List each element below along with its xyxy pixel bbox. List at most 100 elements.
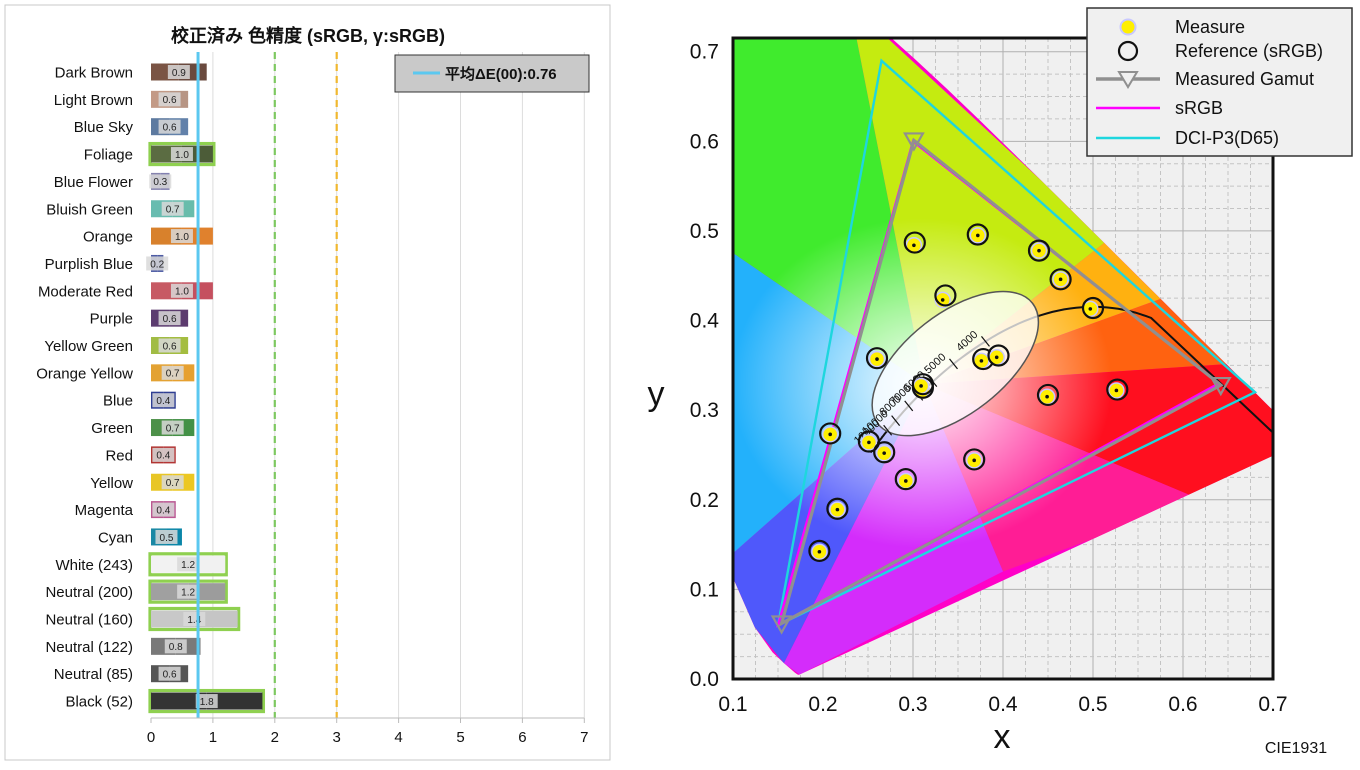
bar-row-label: Orange xyxy=(83,229,133,246)
bar-row-label: Cyan xyxy=(98,529,133,546)
bar-legend: 平均ΔE(00):0.76 xyxy=(394,54,590,93)
cie-x-tick-label: 0.5 xyxy=(1078,693,1107,716)
cie-x-tick-label: 0.7 xyxy=(1258,693,1287,716)
reference-point xyxy=(1106,378,1129,401)
cie-legend-label: sRGB xyxy=(1175,98,1223,118)
cie-axes: 0.1 0.2 0.3 0.4 0.5 0.6 0.70.00.10.20.30.40.50… xyxy=(690,41,1288,716)
measure-center-dot xyxy=(875,357,879,361)
cie-x-tick-label: 0.4 xyxy=(988,693,1018,716)
bar-chart-frame xyxy=(4,4,611,761)
bar-value-label: 0.2 xyxy=(150,259,164,270)
bar-row-label: Purple xyxy=(90,311,133,328)
measure-center-dot xyxy=(835,507,840,512)
measure-center-dot xyxy=(1037,248,1041,253)
cie-y-tick-label: 0.5 xyxy=(690,220,719,243)
measure-center-dot xyxy=(867,440,871,445)
bar-value-box xyxy=(195,694,218,709)
bar-group: Dark Brown 0.9 Light Brown 0.6 Blue Sky 0.6 Fo… xyxy=(36,63,266,714)
cie-diagram: 400050006000700080001000012000 0.10.20.3… xyxy=(648,7,1353,757)
bar-segment-reference xyxy=(151,692,207,710)
bar-segment-measured xyxy=(206,692,263,710)
bar-row-label: Orange Yellow xyxy=(36,365,133,382)
measure-center-dot xyxy=(1114,388,1119,393)
bar-value-label: 1.2 xyxy=(181,587,195,598)
reference-point xyxy=(873,441,896,464)
bar-value-box xyxy=(177,557,200,572)
measure-center-dot xyxy=(1058,277,1063,282)
cie-y-tick-label: 0.7 xyxy=(690,41,719,64)
cct-tick xyxy=(981,336,990,347)
cie-y-tick-label: 0.4 xyxy=(690,310,720,333)
reference-point xyxy=(857,430,881,453)
bar-value-box xyxy=(152,393,175,408)
bar-value-box xyxy=(170,147,193,162)
bar-value-box xyxy=(158,92,181,107)
gamut-vertex-marker xyxy=(903,132,925,152)
bar-value-label: 0.7 xyxy=(166,478,180,489)
bar-x-tick-label: 1 xyxy=(209,729,217,746)
gamut-vertex-marker xyxy=(1209,376,1232,397)
reference-point xyxy=(966,223,989,246)
bar-value-box xyxy=(161,420,184,435)
bar-value-label: 0.4 xyxy=(156,396,170,407)
bar-value-box xyxy=(158,119,181,134)
bar-value-box xyxy=(152,502,175,517)
bar-row-label: Dark Brown xyxy=(55,65,133,82)
bar-value-box xyxy=(183,612,206,626)
cct-tick xyxy=(949,358,958,370)
cie-plot-border xyxy=(731,36,1275,681)
bar-row-label: Neutral (200) xyxy=(45,584,133,601)
cie-x-axis-label: x xyxy=(994,718,1011,756)
bar-value-box xyxy=(155,529,178,544)
cie-legend-label: DCI-P3(D65) xyxy=(1175,128,1279,148)
reference-point xyxy=(987,344,1010,367)
bar-row-label: Yellow Green xyxy=(44,338,133,355)
cie-y-tick-label: 0.6 xyxy=(690,130,719,153)
measure-center-dot xyxy=(979,359,984,363)
bar-value-label: 1.0 xyxy=(175,150,189,161)
cie-legend-label: Reference (sRGB) xyxy=(1175,41,1323,61)
bar-value-label: 1.2 xyxy=(181,560,195,571)
cie-legend-label: Measured Gamut xyxy=(1175,69,1314,89)
bar-value-label: 0.6 xyxy=(163,123,177,134)
reference-point xyxy=(963,448,986,471)
bar-row-label: Purplish Blue xyxy=(45,256,133,273)
bar-row-label: Blue Sky xyxy=(74,119,134,136)
bar-legend-label: 平均ΔE(00):0.76 xyxy=(445,65,557,83)
reference-point xyxy=(808,539,831,562)
bar-value-box xyxy=(170,283,193,298)
bar-row-label: Black (52) xyxy=(65,694,133,711)
gamut-triangles xyxy=(770,58,1258,635)
bar-highlight-border xyxy=(148,688,266,714)
bar-x-tick-label: 2 xyxy=(271,729,279,746)
bar-row-label: Neutral (122) xyxy=(45,639,133,656)
measure-center-dot xyxy=(919,384,923,388)
bar-value-box xyxy=(152,447,175,462)
bar-value-label: 0.9 xyxy=(172,68,186,79)
measure-center-dot xyxy=(972,458,976,463)
bar-x-tick-label: 6 xyxy=(518,729,526,746)
bar-value-label: 0.4 xyxy=(156,505,170,516)
cie-x-tick-label: 0.3 xyxy=(898,693,927,716)
bar-row-label: Yellow xyxy=(90,475,133,492)
bar-value-box xyxy=(158,666,181,681)
bar-x-tick-label: 3 xyxy=(333,729,341,746)
cie-x-tick-label: 0.6 xyxy=(1168,693,1197,716)
bar-value-label: 0.4 xyxy=(156,451,170,462)
reference-point xyxy=(1049,268,1072,291)
bar-value-label: 0.6 xyxy=(163,670,177,681)
bar-value-label: 0.7 xyxy=(166,369,180,380)
cct-tick xyxy=(904,400,914,412)
reference-point xyxy=(1027,239,1051,262)
bar-value-label: 1.0 xyxy=(175,232,189,243)
bar-x-tick-label: 0 xyxy=(147,729,155,746)
bar-row-label: Blue xyxy=(103,393,133,410)
reference-point xyxy=(903,231,926,254)
measure-center-dot xyxy=(976,233,980,238)
reference-point xyxy=(934,284,957,307)
measure-points xyxy=(808,223,1129,562)
cie-y-tick-label: 0.0 xyxy=(690,668,719,691)
bar-highlight-border xyxy=(148,141,216,167)
